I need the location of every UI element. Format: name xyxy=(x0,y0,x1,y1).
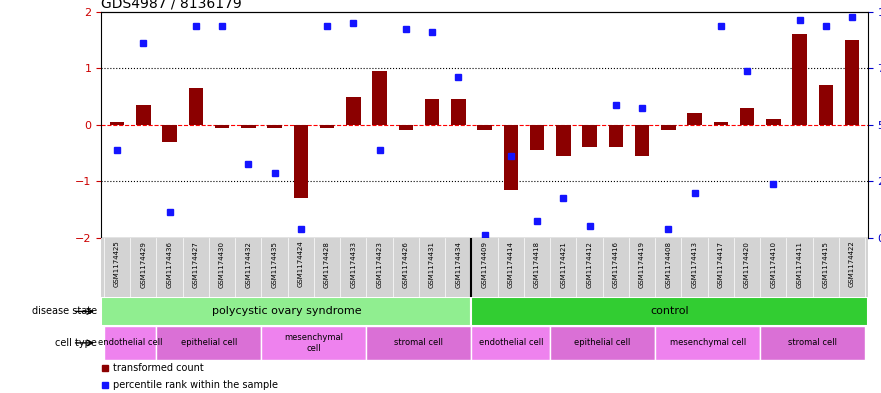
Text: GSM1174422: GSM1174422 xyxy=(849,241,855,287)
Text: polycystic ovary syndrome: polycystic ovary syndrome xyxy=(211,307,361,316)
Bar xyxy=(471,297,868,326)
Text: cell type: cell type xyxy=(55,338,97,348)
Text: GSM1174435: GSM1174435 xyxy=(271,241,278,288)
Text: control: control xyxy=(650,307,689,316)
Bar xyxy=(740,108,754,125)
Text: stromal cell: stromal cell xyxy=(395,338,443,347)
Text: GSM1174409: GSM1174409 xyxy=(482,241,487,288)
Bar xyxy=(398,125,413,130)
Bar xyxy=(582,125,596,147)
Text: GSM1174418: GSM1174418 xyxy=(534,241,540,288)
Bar xyxy=(818,85,833,125)
Bar xyxy=(110,122,124,125)
Bar xyxy=(609,125,623,147)
Bar xyxy=(346,97,360,125)
Text: GDS4987 / 8136179: GDS4987 / 8136179 xyxy=(101,0,242,11)
Bar xyxy=(267,125,282,128)
Bar xyxy=(136,105,151,125)
Text: mesenchymal
cell: mesenchymal cell xyxy=(285,333,344,353)
Bar xyxy=(845,40,859,125)
Text: GSM1174408: GSM1174408 xyxy=(665,241,671,288)
Bar xyxy=(425,99,440,125)
Text: GSM1174424: GSM1174424 xyxy=(298,241,304,287)
Text: GSM1174421: GSM1174421 xyxy=(560,241,566,288)
Bar xyxy=(101,297,471,326)
Text: epithelial cell: epithelial cell xyxy=(181,338,237,347)
Bar xyxy=(687,114,702,125)
Bar xyxy=(373,71,387,125)
Bar xyxy=(478,125,492,130)
Bar xyxy=(104,326,157,360)
Bar xyxy=(760,326,865,360)
Bar xyxy=(162,125,177,142)
Text: GSM1174412: GSM1174412 xyxy=(587,241,593,288)
Text: endothelial cell: endothelial cell xyxy=(478,338,543,347)
Text: GSM1174417: GSM1174417 xyxy=(718,241,724,288)
Bar xyxy=(714,122,728,125)
Text: GSM1174413: GSM1174413 xyxy=(692,241,698,288)
Text: GSM1174411: GSM1174411 xyxy=(796,241,803,288)
Text: GSM1174416: GSM1174416 xyxy=(613,241,618,288)
Bar xyxy=(189,88,203,125)
Text: GSM1174425: GSM1174425 xyxy=(114,241,120,287)
Bar xyxy=(262,326,366,360)
Text: GSM1174433: GSM1174433 xyxy=(351,241,356,288)
Text: GSM1174420: GSM1174420 xyxy=(744,241,750,288)
Text: epithelial cell: epithelial cell xyxy=(574,338,631,347)
Text: GSM1174427: GSM1174427 xyxy=(193,241,199,288)
Text: GSM1174430: GSM1174430 xyxy=(219,241,225,288)
Bar xyxy=(471,326,550,360)
Text: GSM1174432: GSM1174432 xyxy=(245,241,251,288)
Text: GSM1174436: GSM1174436 xyxy=(167,241,173,288)
Text: mesenchymal cell: mesenchymal cell xyxy=(670,338,746,347)
Bar xyxy=(241,125,255,128)
Bar xyxy=(792,34,807,125)
Bar xyxy=(366,326,471,360)
Text: GSM1174434: GSM1174434 xyxy=(455,241,462,288)
Text: GSM1174428: GSM1174428 xyxy=(324,241,330,288)
Text: transformed count: transformed count xyxy=(113,363,204,373)
Text: GSM1174410: GSM1174410 xyxy=(770,241,776,288)
Text: GSM1174423: GSM1174423 xyxy=(376,241,382,288)
Bar xyxy=(504,125,518,190)
Text: percentile rank within the sample: percentile rank within the sample xyxy=(113,380,278,389)
Text: GSM1174414: GSM1174414 xyxy=(507,241,514,288)
Text: endothelial cell: endothelial cell xyxy=(98,338,162,347)
Text: disease state: disease state xyxy=(32,307,97,316)
Text: stromal cell: stromal cell xyxy=(788,338,837,347)
Text: GSM1174419: GSM1174419 xyxy=(639,241,645,288)
Bar xyxy=(635,125,649,156)
Bar xyxy=(529,125,544,150)
Text: GSM1174426: GSM1174426 xyxy=(403,241,409,288)
Text: GSM1174415: GSM1174415 xyxy=(823,241,829,288)
Bar xyxy=(293,125,308,198)
Bar xyxy=(451,99,465,125)
Bar xyxy=(661,125,676,130)
Bar xyxy=(320,125,334,128)
Bar xyxy=(655,326,760,360)
Text: GSM1174429: GSM1174429 xyxy=(140,241,146,288)
Bar xyxy=(550,326,655,360)
Bar xyxy=(556,125,571,156)
Bar xyxy=(766,119,781,125)
Text: GSM1174431: GSM1174431 xyxy=(429,241,435,288)
Bar xyxy=(157,326,262,360)
Bar xyxy=(215,125,229,128)
